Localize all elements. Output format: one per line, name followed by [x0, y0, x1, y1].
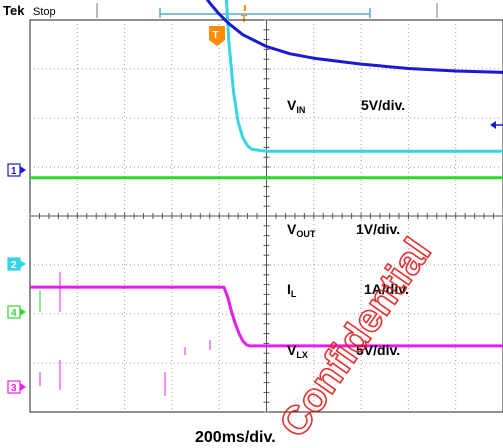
time-base-label: 200ms/div. — [195, 429, 276, 446]
status-label: Stop — [33, 6, 56, 18]
graticule — [29, 19, 503, 413]
waveform-vin — [205, 0, 503, 74]
scale-vout: 1V/div. — [356, 221, 400, 237]
scale-vlx: 5V/div. — [356, 342, 400, 358]
channel-3-number: 3 — [11, 383, 17, 394]
trigger-marker-icon: T — [209, 26, 225, 46]
svg-text:VOUT: VOUT — [287, 221, 316, 239]
waveform-vlx — [30, 285, 503, 348]
label-vout: VOUT 1V/div. — [287, 221, 400, 239]
channel-3-marker: 3 — [7, 380, 26, 394]
record-length-bar: T — [159, 5, 371, 25]
channel-2-number: 2 — [11, 260, 17, 271]
waveforms — [30, 0, 503, 396]
scale-il: 1A/div. — [364, 281, 409, 297]
svg-text:VIN: VIN — [287, 97, 305, 115]
svg-text:Confidential: Confidential — [271, 231, 440, 446]
scale-vin: 5V/div. — [361, 97, 405, 113]
svg-text:IL: IL — [287, 281, 297, 299]
channel-4-marker: 4 — [7, 305, 26, 319]
channel-1-marker: 1 — [7, 163, 26, 177]
channel-4-number: 4 — [11, 308, 17, 319]
channel-1-number: 1 — [11, 166, 17, 177]
position-arrow-icon — [490, 121, 503, 129]
svg-text:VLX: VLX — [287, 342, 308, 360]
channel-2-marker: 2 — [7, 257, 26, 271]
waveform-vout — [224, 0, 503, 153]
label-il: IL 1A/div. — [287, 281, 409, 299]
brand-label: Tek — [3, 3, 25, 18]
trigger-marker-letter: T — [213, 30, 219, 41]
label-vin: VIN 5V/div. — [287, 97, 405, 115]
confidential-watermark: Confidential — [271, 230, 441, 446]
channel-markers: 1 2 4 3 — [7, 163, 26, 394]
label-vlx: VLX 5V/div. — [287, 342, 400, 360]
